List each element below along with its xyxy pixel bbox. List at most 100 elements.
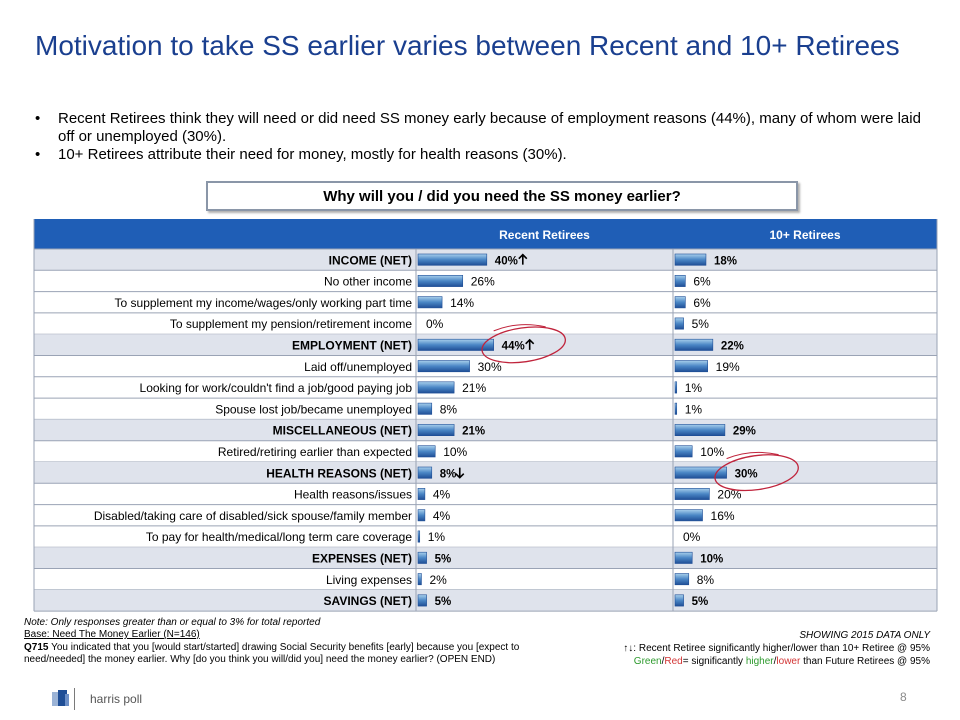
data-label: 29% xyxy=(733,426,756,438)
data-label: 6% xyxy=(693,296,711,310)
legend-end: than Future Retirees @ 95% xyxy=(800,656,930,667)
data-label: 30% xyxy=(735,468,758,480)
category-label: Looking for work/couldn't find a job/goo… xyxy=(140,381,413,395)
data-label: 10% xyxy=(443,445,467,459)
category-label: EMPLOYMENT (NET) xyxy=(292,339,412,353)
data-bar xyxy=(417,487,426,500)
category-label: Retired/retiring earlier than expected xyxy=(218,445,412,459)
question-text: You indicated that you [would start/star… xyxy=(24,642,520,665)
data-label: 44% xyxy=(502,341,525,353)
data-bar xyxy=(417,573,422,586)
data-bar xyxy=(417,381,455,394)
significance-legend: ↑↓: Recent Retiree significantly higher/… xyxy=(560,643,930,655)
data-bar xyxy=(674,317,684,330)
question-box: Why will you / did you need the SS money… xyxy=(206,181,798,211)
data-label: 30% xyxy=(478,360,502,374)
data-bar xyxy=(417,274,464,287)
highlight-circle-stroke xyxy=(493,324,546,332)
arrow-head xyxy=(525,338,535,345)
legend-lower: lower xyxy=(776,656,801,667)
data-bar xyxy=(674,274,686,287)
data-bar xyxy=(417,424,455,436)
category-label: Living expenses xyxy=(326,573,412,587)
color-legend: Green/Red= significantly higher/lower th… xyxy=(560,656,930,668)
data-bar xyxy=(674,338,714,351)
data-label: 18% xyxy=(714,255,737,267)
highlight-circle-stroke xyxy=(726,451,779,460)
data-bar xyxy=(417,338,494,351)
data-bar xyxy=(417,445,436,458)
sig-down-arrow-icon xyxy=(455,467,465,479)
page-number: 8 xyxy=(900,690,907,704)
data-label: 21% xyxy=(462,381,486,395)
data-label: 1% xyxy=(685,381,703,395)
arrow-head xyxy=(518,253,528,260)
data-bar xyxy=(674,509,703,522)
bullet-1: Recent Retirees think they will need or … xyxy=(35,110,935,146)
bullet-2: 10+ Retirees attribute their need for mo… xyxy=(35,146,935,164)
data-label: 8% xyxy=(440,402,458,416)
data-bar xyxy=(417,296,443,309)
data-label: 26% xyxy=(471,275,495,289)
series-header-recent: Recent Retirees xyxy=(499,228,590,242)
data-label: 5% xyxy=(692,317,710,331)
question-footnote: Q715 You indicated that you [would start… xyxy=(24,642,544,666)
data-label: 40% xyxy=(495,255,518,267)
question-code: Q715 xyxy=(24,642,49,653)
data-label: 5% xyxy=(692,596,709,608)
data-label: 8% xyxy=(697,573,715,587)
data-label: 16% xyxy=(711,509,735,523)
note-footnote: Note: Only responses greater than or equ… xyxy=(24,617,321,628)
data-bar xyxy=(674,253,707,266)
data-label: 0% xyxy=(683,530,701,544)
data-label: 19% xyxy=(716,360,740,374)
data-bar xyxy=(417,530,421,543)
legend-slash-2: / xyxy=(773,656,777,667)
category-label: INCOME (NET) xyxy=(329,253,412,267)
legend-green: Green xyxy=(633,656,662,667)
data-bar xyxy=(674,402,678,415)
legend-red: Red xyxy=(664,656,683,667)
table-header-band xyxy=(34,219,937,249)
data-bar xyxy=(674,445,693,458)
data-label: 10% xyxy=(700,445,724,459)
arrow-head xyxy=(455,473,465,479)
category-label: HEALTH REASONS (NET) xyxy=(266,466,412,480)
data-bar xyxy=(674,487,710,500)
category-label: To pay for health/medical/long term care… xyxy=(146,530,412,544)
data-bar xyxy=(674,424,726,436)
showing-note: SHOWING 2015 DATA ONLY xyxy=(799,630,930,641)
data-bar xyxy=(417,360,470,373)
data-bar xyxy=(674,296,686,309)
data-bar xyxy=(417,402,433,415)
net-row-band xyxy=(34,462,937,484)
legend-higher: higher xyxy=(745,656,774,667)
category-label: Spouse lost job/became unemployed xyxy=(215,402,412,416)
net-row-band xyxy=(34,547,937,569)
category-label: EXPENSES (NET) xyxy=(312,552,412,566)
data-label: 4% xyxy=(433,488,451,502)
category-label: To supplement my income/wages/only worki… xyxy=(115,296,413,310)
category-label: No other income xyxy=(324,275,412,289)
slide-title: Motivation to take SS earlier varies bet… xyxy=(35,30,900,61)
category-label: To supplement my pension/retirement inco… xyxy=(170,317,412,331)
data-label: 2% xyxy=(429,573,447,587)
highlight-circle xyxy=(481,326,566,364)
data-label: 5% xyxy=(435,554,452,566)
highlight-circle xyxy=(714,454,799,492)
net-row-band xyxy=(34,419,937,441)
summary-bullets: Recent Retirees think they will need or … xyxy=(35,110,935,164)
data-bar xyxy=(674,551,693,564)
base-footnote: Base: Need The Money Earlier (N=146) xyxy=(24,629,200,640)
data-label: 10% xyxy=(700,554,723,566)
category-label: Laid off/unemployed xyxy=(304,360,412,374)
data-bar xyxy=(417,551,427,564)
data-bar xyxy=(674,466,727,479)
data-bar xyxy=(674,381,678,394)
data-label: 1% xyxy=(685,402,703,416)
data-bar xyxy=(417,466,433,479)
category-label: Disabled/taking care of disabled/sick sp… xyxy=(94,509,412,523)
legend-mid: = significantly xyxy=(682,656,746,667)
data-label: 4% xyxy=(433,509,451,523)
